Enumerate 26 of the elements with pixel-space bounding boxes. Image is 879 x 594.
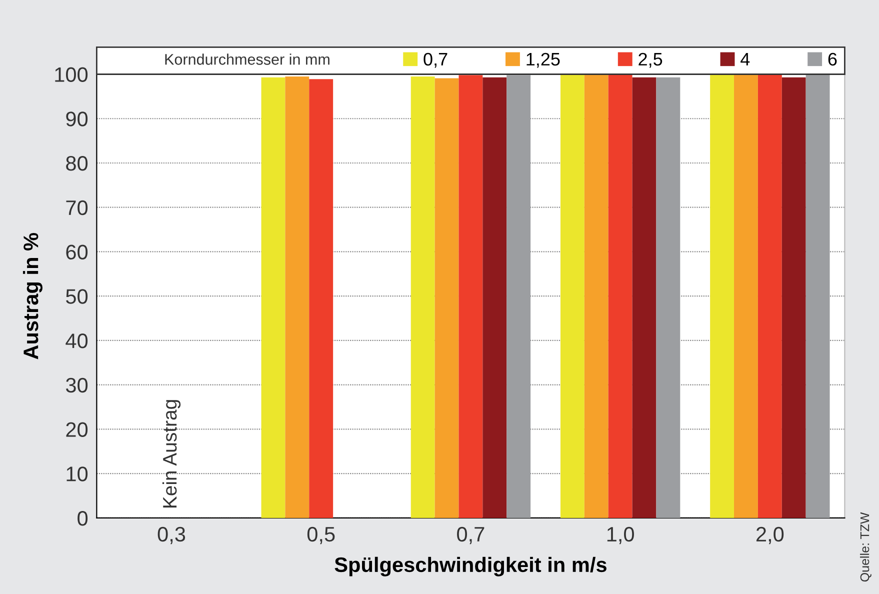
y-tick-label: 70 — [66, 200, 88, 216]
x-tick-label: 2,0 — [756, 526, 784, 544]
annotation: Kein Austrag — [162, 400, 181, 508]
y-tick-label: 20 — [66, 422, 88, 437]
x-tick-label: 0,7 — [457, 526, 484, 544]
y-tick-label: 10 — [66, 466, 88, 482]
legend-label: 4 — [740, 53, 750, 66]
y-tick-label: 100 — [55, 67, 88, 82]
y-tick-label: 50 — [66, 289, 88, 304]
y-axis-title: Austrag in % — [22, 232, 42, 360]
y-tick-label: 30 — [66, 378, 88, 393]
legend-label: 1,25 — [526, 52, 560, 68]
y-tick-label: 80 — [66, 156, 88, 171]
y-tick-label: 0 — [78, 510, 88, 526]
legend-label: 2,5 — [638, 52, 662, 68]
legend-label: 6 — [828, 52, 837, 66]
legend-title: Korndurchmesser in mm — [165, 54, 330, 65]
x-tick-label: 0,5 — [307, 526, 335, 544]
y-tick-label: 90 — [66, 112, 88, 126]
x-tick-label: 0,3 — [158, 526, 186, 544]
y-tick-label: 60 — [66, 244, 88, 260]
legend-label: 0,7 — [424, 52, 448, 68]
x-tick-label: 1,0 — [607, 526, 634, 544]
x-axis-title: Spülgeschwindigkeit in m/s — [334, 556, 606, 576]
source-note: Quelle: TZW — [860, 512, 872, 582]
y-tick-label: 40 — [66, 333, 88, 348]
